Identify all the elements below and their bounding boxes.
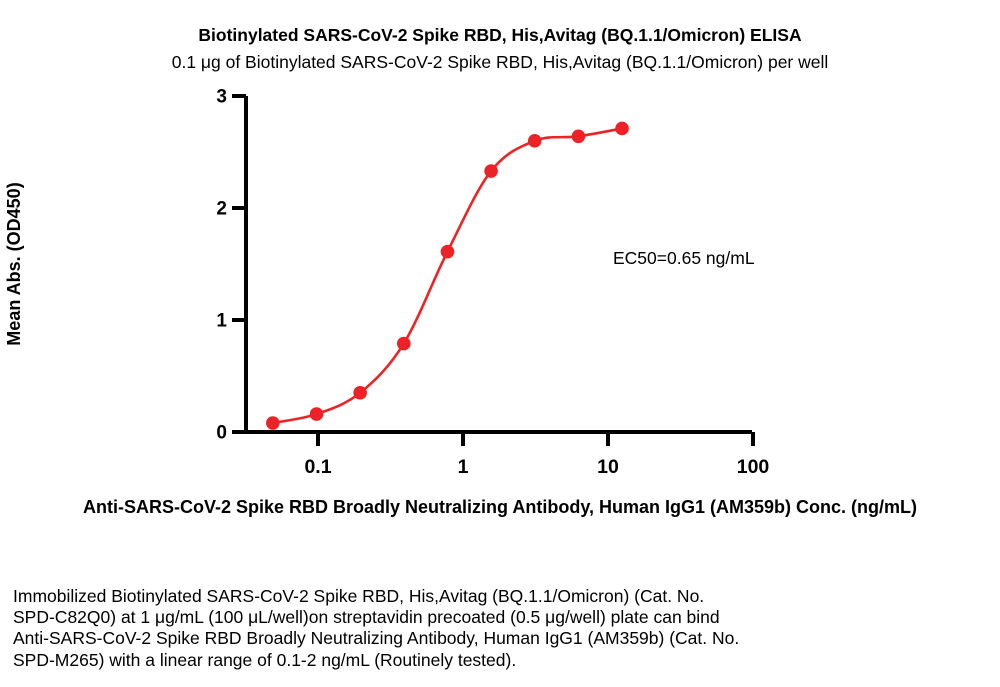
data-point xyxy=(309,407,324,421)
chart-title: Biotinylated SARS-CoV-2 Spike RBD, His,A… xyxy=(198,25,802,45)
x-tick-label: 10 xyxy=(597,456,619,478)
data-point xyxy=(266,416,280,430)
y-tick-label: 3 xyxy=(216,87,227,108)
data-point xyxy=(397,336,411,351)
chart-subtitle: 0.1 μg of Biotinylated SARS-CoV-2 Spike … xyxy=(171,52,829,72)
fitted-curve xyxy=(272,127,623,425)
x-axis-label: Anti-SARS-CoV-2 Spike RBD Broadly Neutra… xyxy=(82,497,918,517)
x-tick-label: 1 xyxy=(458,456,469,478)
data-point xyxy=(527,134,542,148)
assay-description-line: Immobilized Biotinylated SARS-CoV-2 Spik… xyxy=(13,586,705,606)
data-point xyxy=(484,164,498,178)
x-tick-label: 100 xyxy=(737,456,770,478)
assay-description-line: SPD-C82Q0) at 1 μg/mL (100 μL/well)on st… xyxy=(13,607,720,628)
y-tick-label: 0 xyxy=(216,423,227,444)
assay-description: Immobilized Biotinylated SARS-CoV-2 Spik… xyxy=(13,586,739,671)
y-tick-label: 2 xyxy=(216,199,227,220)
data-point xyxy=(615,121,629,136)
assay-description-line: SPD-M265) with a linear range of 0.1-2 n… xyxy=(13,649,517,670)
data-point xyxy=(440,244,455,259)
data-point xyxy=(571,129,586,144)
y-axis-label: Mean Abs. (OD450) xyxy=(4,182,24,346)
assay-description-line: Anti-SARS-CoV-2 Spike RBD Broadly Neutra… xyxy=(13,628,740,649)
x-tick-label: 0.1 xyxy=(304,456,331,478)
y-tick-label: 1 xyxy=(216,311,227,332)
ec50-annotation: EC50=0.65 ng/mL xyxy=(613,248,755,268)
data-point xyxy=(353,386,367,400)
elisa-binding-curve-plot: 0 1 2 3 0.1 1 10 100 xyxy=(216,87,770,479)
